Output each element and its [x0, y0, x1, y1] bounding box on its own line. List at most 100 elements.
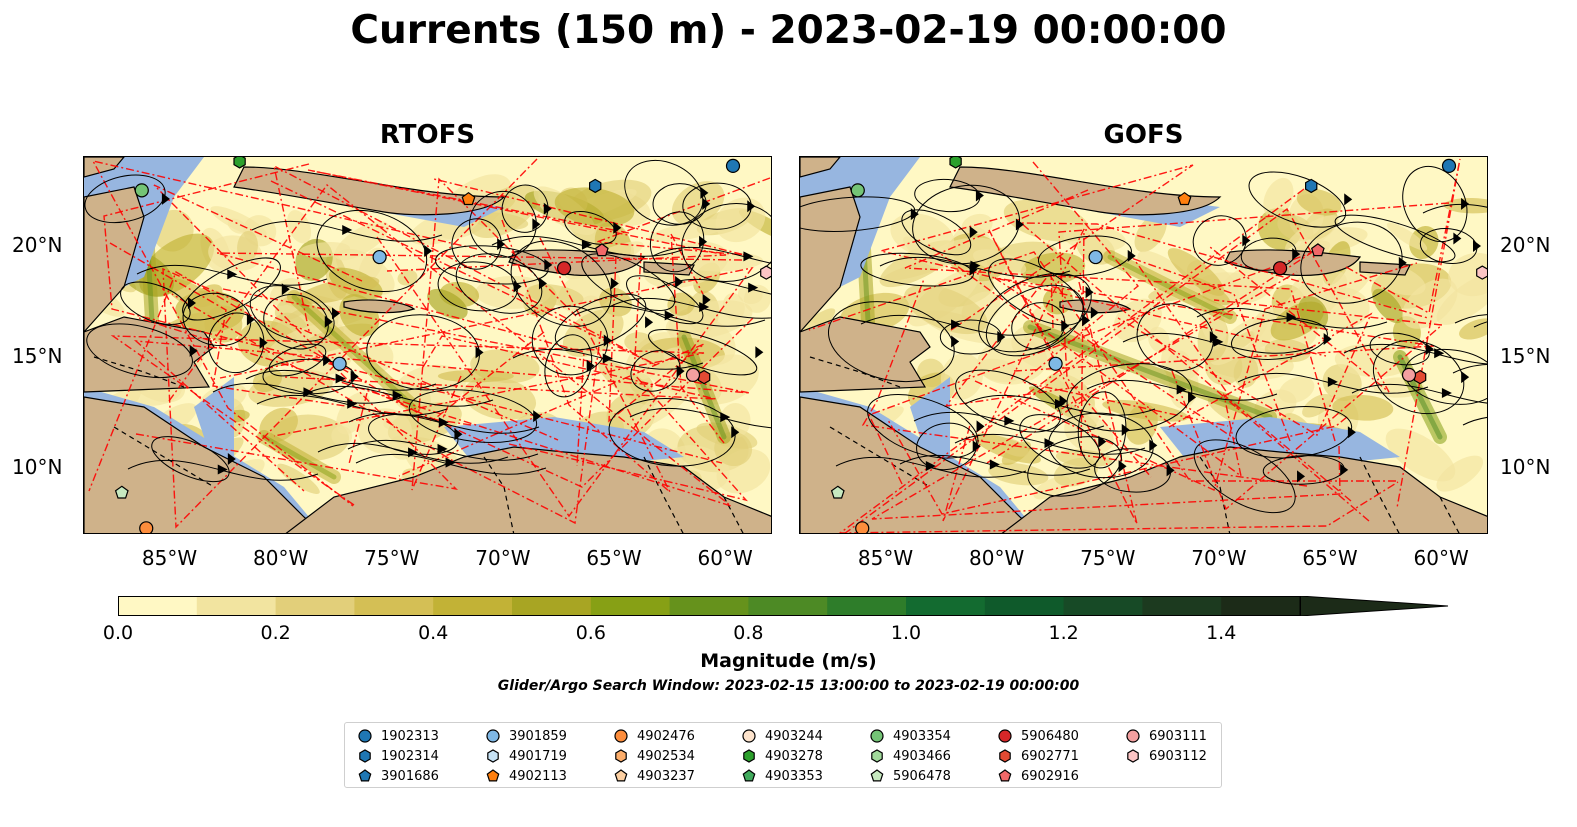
float-marker-3901859 — [1048, 356, 1063, 371]
float-marker-4903278 — [949, 157, 962, 169]
colorbar-label: Magnitude (m/s) — [700, 650, 877, 672]
float-marker-6902771 — [1413, 369, 1427, 385]
colorbar-segment — [1063, 596, 1143, 616]
legend-item-4902476: 4902476 — [613, 727, 695, 745]
float-marker-6903112 — [760, 265, 771, 280]
legend-item-4903466: 4903466 — [869, 747, 951, 765]
legend-label: 6903112 — [1149, 748, 1207, 764]
legend-label: 6902916 — [1021, 768, 1079, 784]
legend-label: 4903244 — [765, 728, 823, 744]
legend-label: 4903354 — [893, 728, 951, 744]
colorbar-segment — [590, 596, 671, 616]
legend-item-4902534: 4902534 — [613, 747, 695, 765]
legend-label: 5906478 — [893, 768, 951, 784]
colorbar-segment — [1221, 596, 1301, 616]
legend-label: 4902113 — [509, 768, 567, 784]
lat-tick-label: 10°N — [1500, 455, 1551, 480]
colorbar-segment — [118, 596, 198, 616]
legend-item-6902771: 6902771 — [997, 747, 1079, 765]
float-marker-3901859 — [372, 249, 387, 265]
colorbar-tick-label: 1.0 — [890, 622, 922, 644]
lat-tick-label: 10°N — [12, 455, 63, 480]
legend-marker-icon — [870, 729, 884, 743]
lon-tick-label: 60°W — [697, 546, 753, 570]
colorbar-segment — [196, 596, 277, 616]
float-marker-3901859 — [332, 356, 347, 371]
colorbar-tick-label: 0.6 — [575, 622, 606, 644]
legend-item-4903278: 4903278 — [741, 747, 823, 765]
float-marker-6903111 — [685, 367, 701, 383]
legend-marker-icon — [486, 729, 500, 743]
float-marker-5906480 — [556, 261, 572, 276]
float-marker-4903278 — [233, 157, 246, 169]
float-marker-1902313 — [725, 158, 741, 173]
colorbar-segment — [748, 596, 828, 616]
legend-item-6903111: 6903111 — [1125, 727, 1207, 745]
legend-item-4903244: 4903244 — [741, 727, 823, 745]
colorbar-tick-label: 1.2 — [1048, 622, 1079, 644]
legend-marker-icon — [1127, 749, 1139, 763]
gofs-map — [799, 156, 1488, 534]
legend-marker-shape — [998, 769, 1012, 782]
lon-tick-label: 80°W — [253, 546, 309, 570]
legend-marker-shape — [999, 749, 1011, 763]
colorbar-segment — [827, 596, 907, 616]
colorbar-tick-label: 1.4 — [1206, 622, 1237, 644]
legend-marker-icon — [614, 769, 628, 782]
float-marker-4902113 — [1177, 191, 1192, 206]
lat-tick-label: 20°N — [12, 232, 63, 257]
legend-marker-icon — [614, 729, 628, 743]
legend-marker-icon — [358, 769, 372, 782]
legend-label: 4902534 — [637, 748, 695, 764]
legend-label: 4903466 — [893, 748, 951, 764]
colorbar-segment — [275, 596, 355, 616]
legend-marker-shape — [614, 729, 628, 743]
legend-item-3901686: 3901686 — [357, 767, 439, 785]
legend-marker-icon — [998, 769, 1012, 782]
legend-marker-shape — [1127, 749, 1139, 763]
legend-marker-icon — [615, 749, 627, 763]
legend-marker-shape — [871, 749, 883, 763]
legend-marker-shape — [486, 769, 500, 782]
lon-tick-label: 80°W — [969, 546, 1025, 570]
colorbar-tick-label: 0.8 — [733, 622, 764, 644]
colorbar-segment — [984, 596, 1065, 616]
legend-label: 6903111 — [1149, 728, 1207, 744]
rtofs-panel-title: RTOFS — [379, 120, 476, 150]
legend-marker-shape — [358, 769, 372, 782]
lon-tick-label: 75°W — [1080, 546, 1136, 570]
float-markers — [114, 157, 771, 533]
eez-boundaries — [808, 158, 1461, 533]
legend-label: 5906480 — [1021, 728, 1079, 744]
lat-tick-label: 20°N — [1500, 232, 1551, 257]
colorbar-segment — [433, 596, 513, 616]
rtofs-map — [83, 156, 772, 534]
float-marker-6903112 — [1476, 265, 1487, 280]
legend-item-6902916: 6902916 — [997, 767, 1079, 785]
legend-item-4901719: 4901719 — [485, 747, 567, 765]
float-marker-5906478 — [114, 485, 129, 499]
legend-marker-icon — [999, 749, 1011, 763]
float-marker-1902314 — [589, 178, 602, 194]
legend-marker-shape — [358, 729, 372, 743]
legend-item-4902113: 4902113 — [485, 767, 567, 785]
float-marker-5906480 — [1272, 261, 1288, 276]
legend-label: 4902476 — [637, 728, 695, 744]
colorbar-extend-arrow — [1299, 595, 1449, 617]
legend-item-4903353: 4903353 — [741, 767, 823, 785]
float-marker-5906478 — [830, 485, 845, 499]
map-canvas — [800, 157, 1487, 533]
legend-item-3901859: 3901859 — [485, 727, 567, 745]
legend-marker-icon — [742, 769, 756, 782]
float-marker-3901859 — [1088, 249, 1103, 265]
float-marker-1902314 — [1305, 178, 1318, 194]
legend-marker-icon — [359, 749, 371, 763]
map-canvas — [84, 157, 771, 533]
lon-tick-label: 75°W — [364, 546, 420, 570]
current-streamlines — [84, 159, 771, 483]
legend-marker-icon — [486, 769, 500, 782]
float-marker-4903354 — [850, 183, 865, 198]
legend-marker-shape — [742, 769, 756, 782]
legend-label: 3901859 — [509, 728, 567, 744]
legend-marker-shape — [359, 749, 371, 763]
